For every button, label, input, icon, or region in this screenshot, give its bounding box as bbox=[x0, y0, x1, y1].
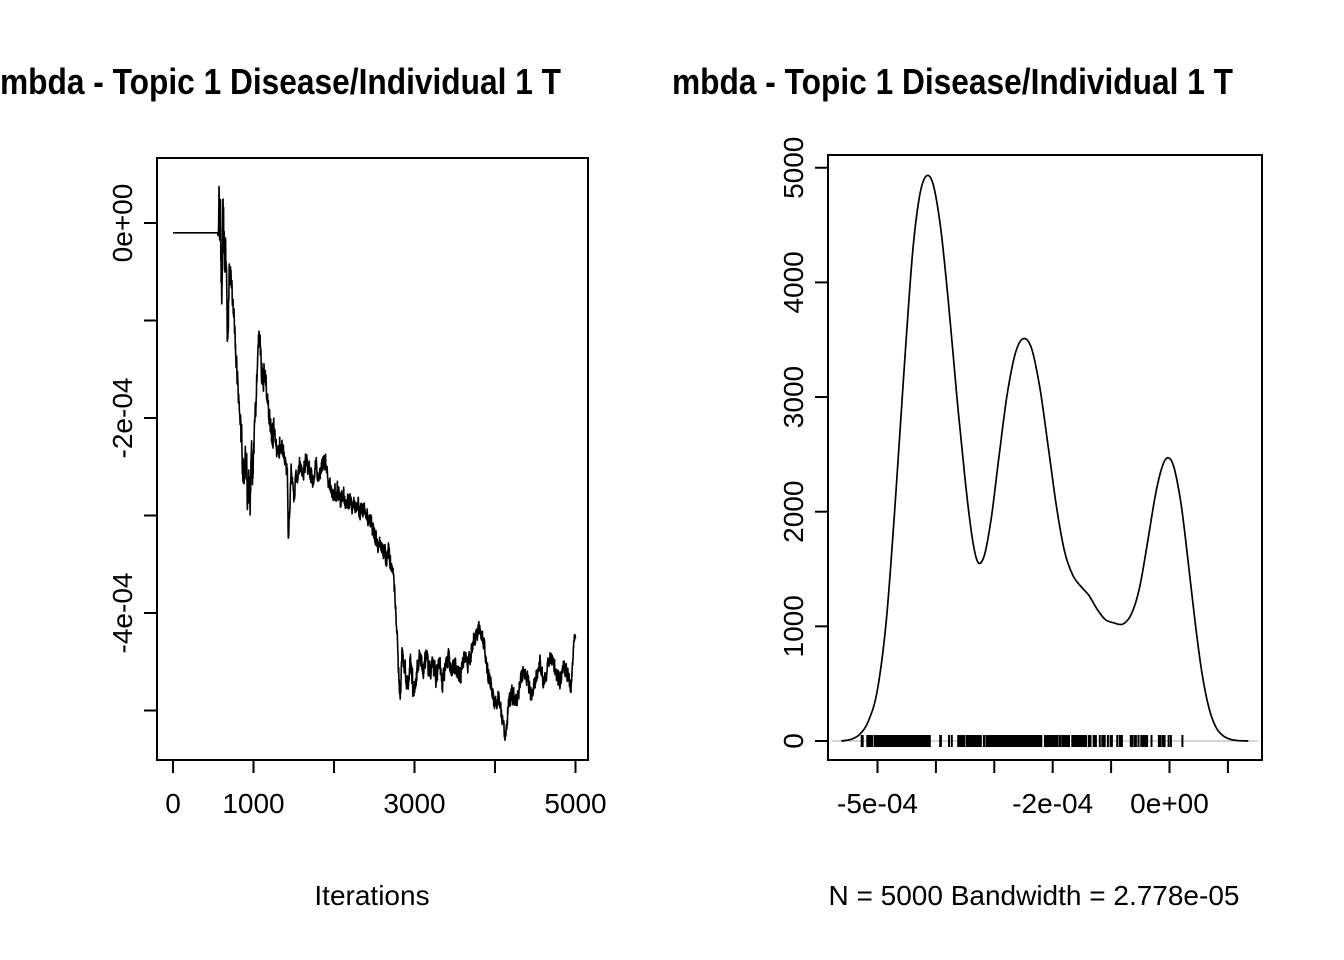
y-axis-tick-label: 3000 bbox=[778, 366, 809, 428]
density-plot-title-clip: mbda - Topic 1 Disease/Individual 1 T bbox=[672, 60, 1344, 108]
trace-plot: 0 1000 3000 5000 0e+00 -2e-04 -4e-04 bbox=[107, 157, 607, 819]
rug-marks bbox=[860, 735, 1184, 747]
y-axis-tick-label: 0e+00 bbox=[107, 184, 138, 263]
x-axis-label-iterations: Iterations bbox=[314, 880, 430, 911]
plot-box bbox=[827, 154, 1263, 761]
y-axis-tick-label: 2000 bbox=[778, 481, 809, 543]
x-axis-tick-label: 0e+00 bbox=[1130, 788, 1209, 819]
trace-plot-title-clip: mbda - Topic 1 Disease/Individual 1 T bbox=[0, 60, 672, 108]
density-plot: -5e-04 -2e-04 0e+00 0 1000 2000 3000 4000 5000 bbox=[778, 137, 1263, 819]
y-axis-tick-label: 0 bbox=[778, 733, 809, 749]
x-axis-tick-label: 3000 bbox=[383, 788, 445, 819]
x-axis-tick-label: 5000 bbox=[544, 788, 606, 819]
y-axis-tick-label: -2e-04 bbox=[107, 378, 138, 459]
x-axis-tick-label: 1000 bbox=[222, 788, 284, 819]
x-axis-tick-label: 0 bbox=[165, 788, 181, 819]
density-stats-label: N = 5000 Bandwidth = 2.778e-05 bbox=[828, 880, 1240, 911]
y-axis-tick-label: 4000 bbox=[778, 251, 809, 313]
y-axis-tick-label: -4e-04 bbox=[107, 573, 138, 654]
trace-plot-title: mbda - Topic 1 Disease/Individual 1 T bbox=[0, 61, 561, 102]
x-axis-tick-label: -5e-04 bbox=[837, 788, 918, 819]
y-axis-tick-label: 1000 bbox=[778, 595, 809, 657]
trace-line bbox=[172, 185, 577, 741]
plot-box bbox=[156, 157, 589, 761]
y-axis-tick-label: 5000 bbox=[778, 137, 809, 199]
density-plot-title: mbda - Topic 1 Disease/Individual 1 T bbox=[672, 61, 1233, 102]
x-axis-tick-label: -2e-04 bbox=[1012, 788, 1093, 819]
density-curve bbox=[841, 174, 1249, 742]
